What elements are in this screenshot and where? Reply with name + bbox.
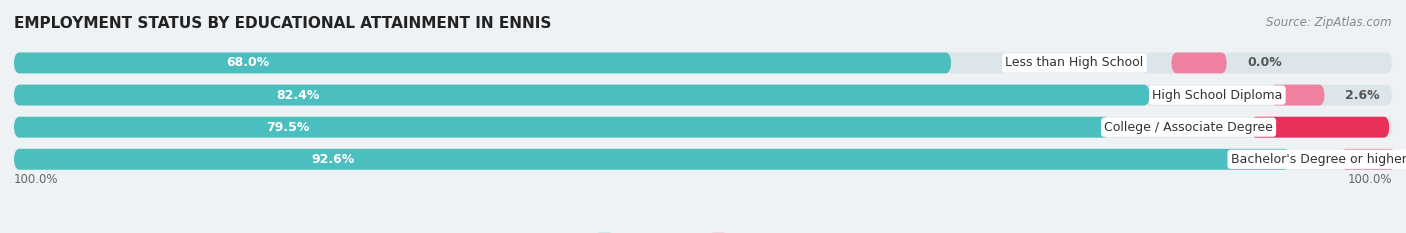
FancyBboxPatch shape <box>14 85 1392 106</box>
Text: 0.0%: 0.0% <box>1247 56 1282 69</box>
FancyBboxPatch shape <box>1271 85 1324 106</box>
Text: Less than High School: Less than High School <box>1005 56 1143 69</box>
FancyBboxPatch shape <box>14 85 1150 106</box>
FancyBboxPatch shape <box>14 117 1392 138</box>
FancyBboxPatch shape <box>1341 149 1396 170</box>
FancyBboxPatch shape <box>14 149 1392 170</box>
Text: 92.6%: 92.6% <box>311 153 354 166</box>
Text: 68.0%: 68.0% <box>226 56 270 69</box>
FancyBboxPatch shape <box>1171 52 1227 73</box>
FancyBboxPatch shape <box>14 52 952 73</box>
FancyBboxPatch shape <box>1250 117 1389 138</box>
Text: 100.0%: 100.0% <box>14 173 59 186</box>
Legend: In Labor Force, Unemployed: In Labor Force, Unemployed <box>593 228 813 233</box>
Text: 2.6%: 2.6% <box>1346 89 1379 102</box>
FancyBboxPatch shape <box>14 52 1392 73</box>
Text: College / Associate Degree: College / Associate Degree <box>1104 121 1272 134</box>
Text: Bachelor's Degree or higher: Bachelor's Degree or higher <box>1230 153 1406 166</box>
FancyBboxPatch shape <box>14 117 1109 138</box>
Text: High School Diploma: High School Diploma <box>1152 89 1282 102</box>
Text: 79.5%: 79.5% <box>266 121 309 134</box>
Text: 100.0%: 100.0% <box>1347 173 1392 186</box>
FancyBboxPatch shape <box>14 149 1291 170</box>
Text: EMPLOYMENT STATUS BY EDUCATIONAL ATTAINMENT IN ENNIS: EMPLOYMENT STATUS BY EDUCATIONAL ATTAINM… <box>14 16 551 31</box>
Text: Source: ZipAtlas.com: Source: ZipAtlas.com <box>1267 16 1392 29</box>
Text: 82.4%: 82.4% <box>276 89 319 102</box>
